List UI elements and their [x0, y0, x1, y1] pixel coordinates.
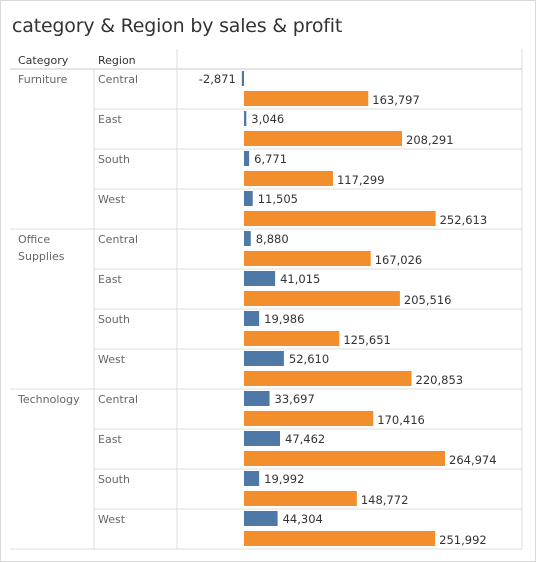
sales-label: 117,299	[337, 173, 385, 187]
profit-label: 47,462	[285, 432, 325, 446]
profit-bar	[244, 271, 276, 286]
profit-label: 44,304	[283, 512, 323, 526]
profit-label: 11,505	[258, 192, 298, 206]
region-label: West	[98, 353, 126, 366]
region-label: Central	[98, 233, 138, 246]
sales-label: 252,613	[440, 213, 488, 227]
profit-bar	[244, 511, 278, 526]
sales-label: 220,853	[416, 373, 464, 387]
sales-label: 163,797	[372, 93, 420, 107]
region-label: East	[98, 273, 122, 286]
region-label: West	[98, 513, 126, 526]
profit-bar	[244, 471, 260, 486]
sales-label: 170,416	[377, 413, 425, 427]
profit-label: 33,697	[275, 392, 315, 406]
sales-bar	[244, 131, 403, 146]
sales-bar	[244, 211, 436, 226]
sales-bar	[244, 251, 371, 266]
sales-label: 148,772	[361, 493, 409, 507]
profit-label: 19,992	[264, 472, 304, 486]
sales-bar	[244, 491, 357, 506]
sales-label: 205,516	[404, 293, 452, 307]
region-label: West	[98, 193, 126, 206]
profit-label: 41,015	[280, 272, 320, 286]
profit-label: 52,610	[289, 352, 329, 366]
profit-label: 8,880	[256, 232, 289, 246]
sales-label: 251,992	[439, 533, 487, 547]
sales-bar	[244, 411, 374, 426]
region-label: South	[98, 473, 130, 486]
profit-label: 6,771	[254, 152, 287, 166]
category-label: Furniture	[18, 73, 68, 86]
profit-bar	[244, 191, 253, 206]
category-label: Supplies	[18, 250, 65, 263]
profit-bar	[244, 111, 247, 126]
sales-bar	[244, 331, 340, 346]
sales-bar	[244, 451, 445, 466]
sales-bar	[244, 91, 369, 106]
chart-title: category & Region by sales & profit	[12, 15, 343, 37]
profit-bar	[244, 231, 251, 246]
profit-bar	[244, 391, 270, 406]
sales-bar	[244, 531, 436, 546]
sales-label: 167,026	[375, 253, 423, 267]
category-label: Office	[18, 233, 50, 246]
sales-bar	[244, 371, 412, 386]
region-label: Central	[98, 393, 138, 406]
region-label: South	[98, 313, 130, 326]
sales-bar	[244, 171, 333, 186]
profit-bar	[244, 431, 281, 446]
region-label: Central	[98, 73, 138, 86]
profit-bar	[244, 311, 260, 326]
profit-bar	[244, 151, 250, 166]
sales-label: 264,974	[449, 453, 497, 467]
profit-label: -2,871	[199, 72, 236, 86]
category-label: Technology	[17, 393, 80, 406]
sales-label: 208,291	[406, 133, 454, 147]
region-label: East	[98, 113, 122, 126]
header-category: Category	[18, 54, 69, 67]
profit-label: 3,046	[251, 112, 284, 126]
profit-bar	[241, 71, 244, 86]
sales-bar	[244, 291, 400, 306]
profit-label: 19,986	[264, 312, 304, 326]
region-label: South	[98, 153, 130, 166]
header-region: Region	[98, 54, 136, 67]
profit-bar	[244, 351, 284, 366]
region-label: East	[98, 433, 122, 446]
sales-label: 125,651	[343, 333, 391, 347]
